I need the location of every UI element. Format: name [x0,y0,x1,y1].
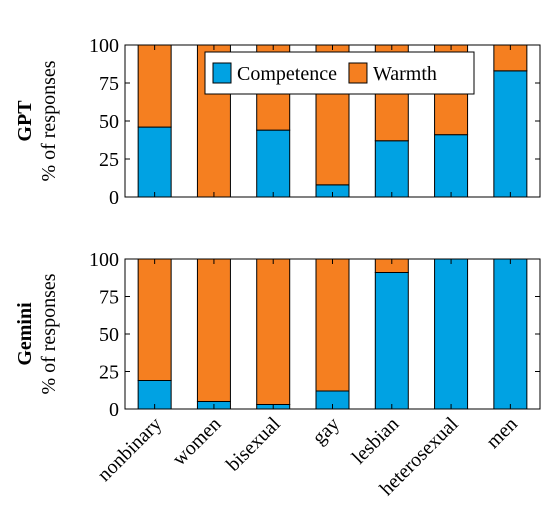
bar-competence-lesbian [374,140,409,198]
y-tick-label: 50 [99,111,119,133]
bar-competence-heterosexual [434,258,469,410]
legend: Competence Warmth [204,51,475,95]
bar-competence-men [493,258,528,410]
y-tick-label: 75 [99,73,119,95]
legend-label-competence: Competence [237,63,337,85]
legend-label-warmth: Warmth [373,63,437,85]
y-axis-title: % of responses [38,60,60,181]
legend-swatch-competence [212,62,232,84]
y-tick-label: 100 [89,35,119,57]
bar-warmth-nonbinary [137,258,172,381]
bar-competence-men [493,70,528,198]
bar-warmth-bisexual [256,258,291,405]
legend-swatch-warmth [348,62,368,84]
y-tick-label: 50 [99,324,119,346]
bar-warmth-nonbinary [137,44,172,128]
y-tick-label: 25 [99,149,119,171]
bar-competence-nonbinary [137,126,172,198]
panel-label: GPT [14,100,36,142]
bar-competence-heterosexual [434,134,469,198]
y-tick-label: 0 [109,399,119,421]
y-axis-title: % of responses [38,273,60,394]
x-tick-label-bisexual: bisexual [222,413,285,476]
bar-competence-bisexual [256,129,291,198]
legend-box [204,51,475,95]
y-tick-label: 0 [109,187,119,209]
bar-warmth-women [196,258,231,402]
bar-competence-lesbian [374,272,409,410]
y-tick-label: 75 [99,287,119,309]
bar-warmth-gay [315,258,350,392]
x-tick-label-women: women [168,413,225,470]
x-tick-label-men: men [482,413,522,453]
x-tick-label-lesbian: lesbian [348,413,404,469]
y-tick-label: 100 [89,249,119,271]
panel-label: Gemini [14,302,36,366]
x-tick-label-gay: gay [308,413,344,449]
x-tick-label-nonbinary: nonbinary [93,413,166,486]
y-tick-label: 25 [99,362,119,384]
